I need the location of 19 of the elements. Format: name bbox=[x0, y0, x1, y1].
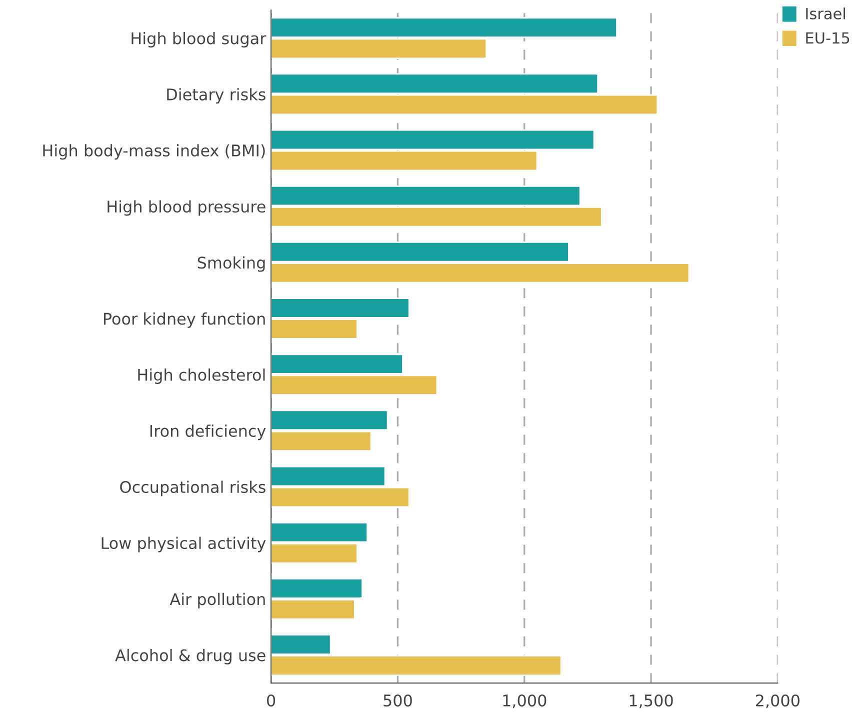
legend-label: EU-15 bbox=[806, 32, 850, 44]
y-tick-label: Iron deficiency bbox=[150, 424, 266, 440]
y-tick-label: Air pollution bbox=[170, 592, 265, 608]
y-tick-label: High cholesterol bbox=[138, 368, 265, 384]
legend-label: Israel bbox=[806, 8, 846, 20]
x-tick-label: 1,000 bbox=[503, 694, 546, 708]
x-tick-label: 0 bbox=[267, 694, 276, 707]
y-tick-label: High body-mass index (BMI) bbox=[43, 144, 265, 160]
y-tick-label: Smoking bbox=[198, 256, 265, 272]
y-tick-label: Dietary risks bbox=[167, 88, 266, 104]
y-tick-label: Poor kidney function bbox=[104, 312, 265, 328]
x-tick-label: 1,500 bbox=[630, 694, 673, 708]
y-tick-label: High blood sugar bbox=[132, 32, 266, 48]
y-tick-label: Occupational risks bbox=[120, 480, 266, 496]
y-tick-label: Alcohol & drug use bbox=[115, 648, 266, 664]
x-tick-label: 2,000 bbox=[756, 694, 800, 708]
y-tick-label: High blood pressure bbox=[108, 200, 266, 216]
y-tick-label: Low physical activity bbox=[102, 536, 266, 552]
x-tick-label: 500 bbox=[384, 694, 412, 707]
